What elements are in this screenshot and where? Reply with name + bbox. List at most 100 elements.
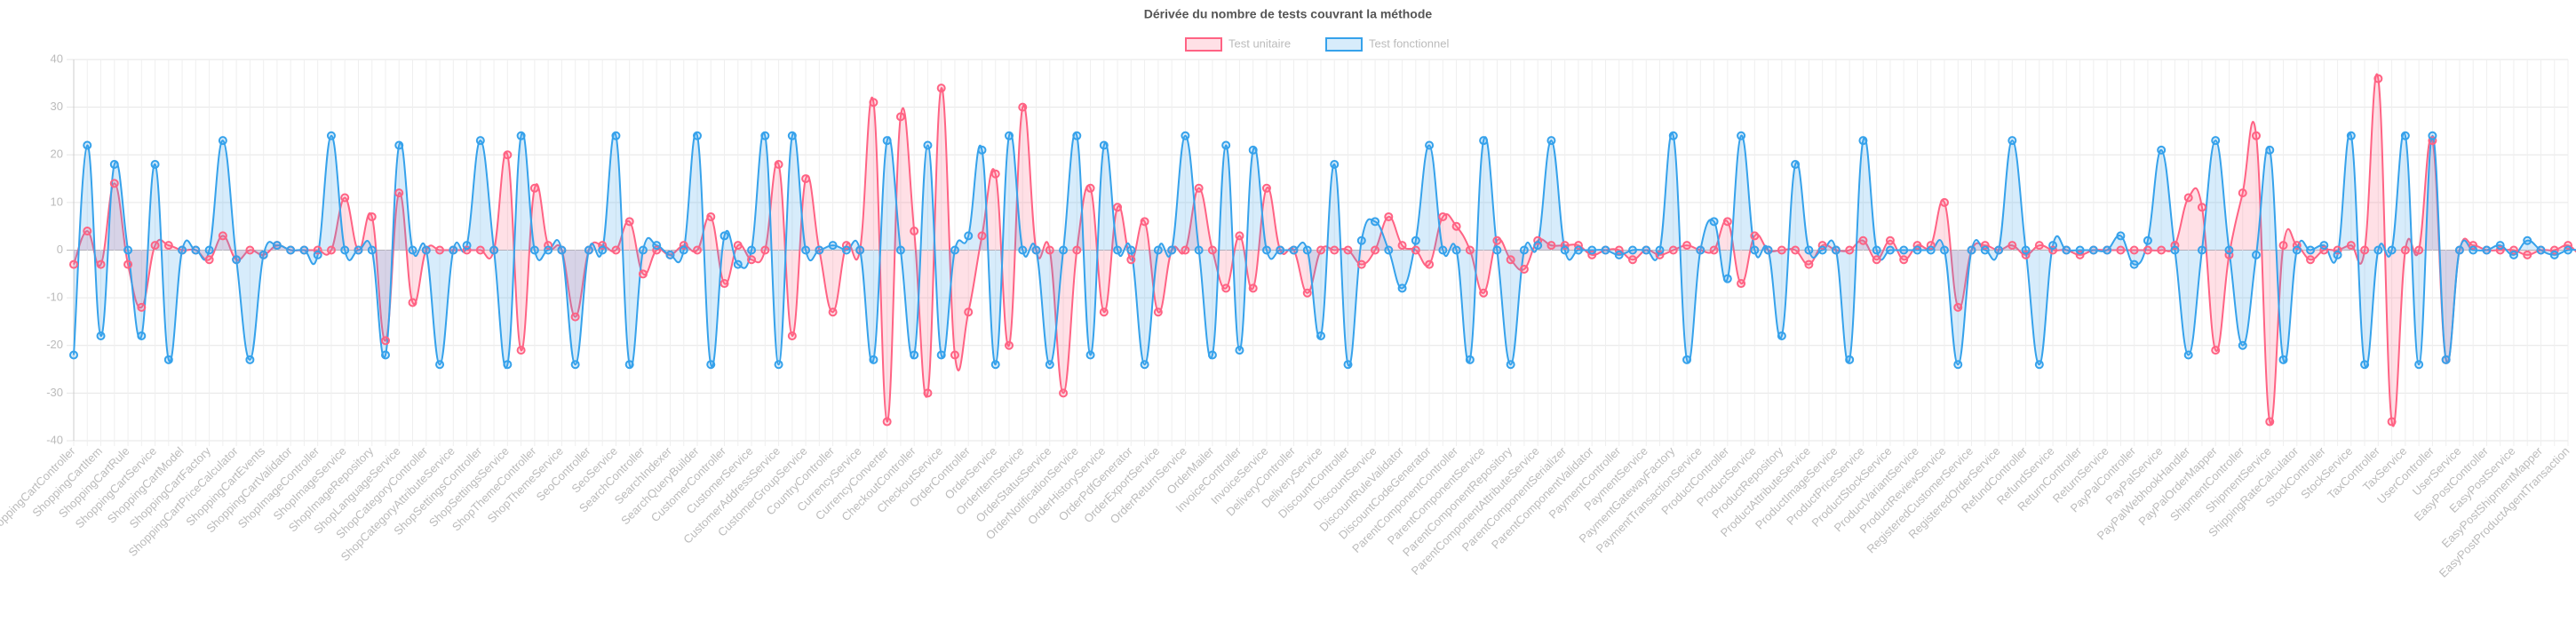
data-point <box>150 159 160 169</box>
data-point <box>1546 136 1556 146</box>
data-point <box>1479 288 1489 298</box>
data-point <box>150 241 160 251</box>
data-point <box>1614 250 1624 259</box>
data-point <box>1099 307 1109 317</box>
data-point <box>163 355 173 364</box>
data-point <box>1750 231 1760 241</box>
data-point <box>1845 355 1855 364</box>
data-point <box>869 98 879 108</box>
data-point <box>1438 211 1448 221</box>
data-point <box>286 245 296 255</box>
data-point <box>1479 136 1489 146</box>
data-point <box>1167 245 1177 255</box>
data-point <box>869 355 879 364</box>
data-point <box>1235 231 1244 241</box>
data-point <box>1465 355 1475 364</box>
data-point <box>1831 245 1841 255</box>
data-point <box>1207 350 1217 360</box>
data-point <box>83 227 92 236</box>
data-point <box>2143 235 2152 245</box>
data-point <box>1845 245 1855 255</box>
data-point <box>720 279 729 289</box>
data-point <box>1967 245 1976 255</box>
data-point <box>367 245 377 255</box>
data-point <box>1587 245 1597 255</box>
data-point <box>2549 250 2559 259</box>
data-point <box>815 245 824 255</box>
data-point <box>1560 245 1570 255</box>
data-point <box>2238 340 2247 350</box>
data-point <box>1194 245 1204 255</box>
data-point <box>529 245 539 255</box>
data-point <box>2469 245 2478 255</box>
data-point <box>2360 245 2370 255</box>
data-point <box>1276 245 1285 255</box>
data-point <box>2400 131 2410 140</box>
data-point <box>1872 255 1881 265</box>
data-point <box>1371 245 1380 255</box>
data-point <box>1546 241 1556 251</box>
data-point <box>1153 245 1163 255</box>
data-point <box>1302 288 1312 298</box>
data-point <box>2333 250 2342 259</box>
legend-label: Test fonctionnel <box>1369 36 1449 50</box>
data-point <box>1425 259 1435 269</box>
data-point <box>340 245 350 255</box>
data-point <box>2034 360 2044 370</box>
data-point <box>1858 235 1868 245</box>
data-point <box>1696 245 1705 255</box>
data-point <box>990 360 1000 370</box>
data-point <box>313 250 322 259</box>
data-point <box>950 245 959 255</box>
data-point <box>2387 417 2397 427</box>
data-point <box>638 245 648 255</box>
data-point <box>570 312 580 322</box>
data-point <box>2183 350 2193 360</box>
data-point <box>801 174 811 184</box>
data-point <box>69 259 78 269</box>
data-point <box>1763 245 1773 255</box>
data-point <box>1777 245 1786 255</box>
data-point <box>2048 241 2058 251</box>
data-point <box>503 150 513 160</box>
data-point <box>2278 241 2288 251</box>
data-point <box>123 245 133 255</box>
legend-swatch <box>1185 37 1222 52</box>
data-point <box>1709 245 1719 255</box>
series-line <box>73 132 2576 369</box>
data-point <box>638 269 648 279</box>
data-point <box>421 245 431 255</box>
data-point <box>204 255 214 265</box>
data-point <box>1059 245 1069 255</box>
data-point <box>1072 245 1082 255</box>
data-point <box>1682 241 1692 251</box>
y-tick-label: -30 <box>46 386 63 399</box>
y-tick-label: -40 <box>46 433 63 446</box>
data-point <box>1343 360 1353 370</box>
data-point <box>2346 241 2356 251</box>
data-point <box>665 250 675 259</box>
data-point <box>1113 245 1123 255</box>
data-point <box>2129 245 2139 255</box>
data-point <box>1005 131 1014 140</box>
data-point <box>1018 102 1028 112</box>
data-point <box>1533 241 1543 251</box>
data-point <box>381 350 390 360</box>
data-point <box>1642 245 1651 255</box>
data-point <box>977 145 987 155</box>
data-point <box>733 259 743 269</box>
y-tick-label: 20 <box>51 148 63 161</box>
data-point <box>2088 245 2098 255</box>
data-point <box>1411 245 1420 255</box>
data-point <box>1804 259 1814 269</box>
data-point <box>1371 217 1380 227</box>
data-point <box>1018 245 1028 255</box>
data-point <box>1872 245 1881 255</box>
data-point <box>706 360 716 370</box>
data-point <box>1059 388 1069 398</box>
data-point <box>2157 245 2167 255</box>
y-tick-label: -20 <box>46 338 63 351</box>
data-point <box>326 245 336 255</box>
data-point <box>2116 245 2126 255</box>
